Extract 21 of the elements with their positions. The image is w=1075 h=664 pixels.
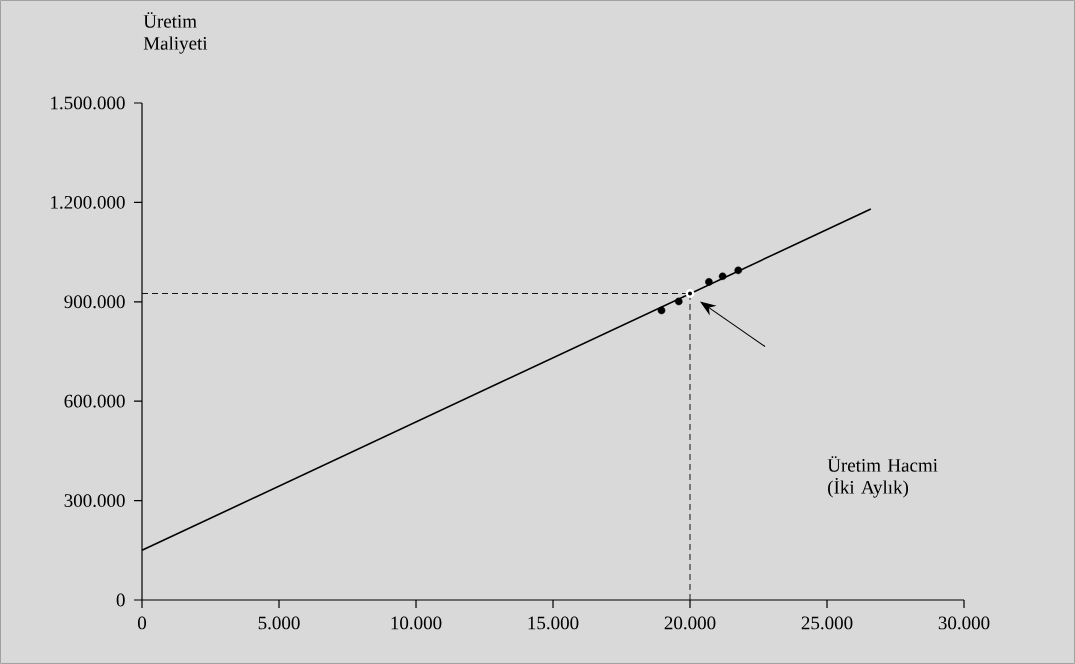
y-tick-label: 1.500.000 [51,96,125,110]
x-axis-title: Üretim Hacmi (İki Aylık) [827,456,938,498]
point [685,289,695,298]
y-tick-label: 600.000 [64,394,125,408]
x-tick-label: 25.000 [801,616,853,630]
x-tick-label: 10.000 [391,616,442,630]
point [734,266,743,275]
x-tick-label: 30.000 [938,616,990,630]
y-tick-label: 0 [116,593,125,607]
y-tick-label: 1.200.000 [51,195,125,209]
y-tick-label: 300.000 [64,494,125,508]
y-axis-title: Üretim Maliyeti [143,12,208,54]
point [718,272,727,281]
x-tick-label: 20.000 [664,616,716,630]
point [657,306,666,315]
y-tick-label: 900.000 [64,295,125,309]
point [705,278,713,286]
x-tick-label: 15.000 [528,616,579,630]
x-tick-label: 5.000 [258,616,300,630]
x-tick-label: 0 [137,616,147,630]
point [674,297,683,306]
